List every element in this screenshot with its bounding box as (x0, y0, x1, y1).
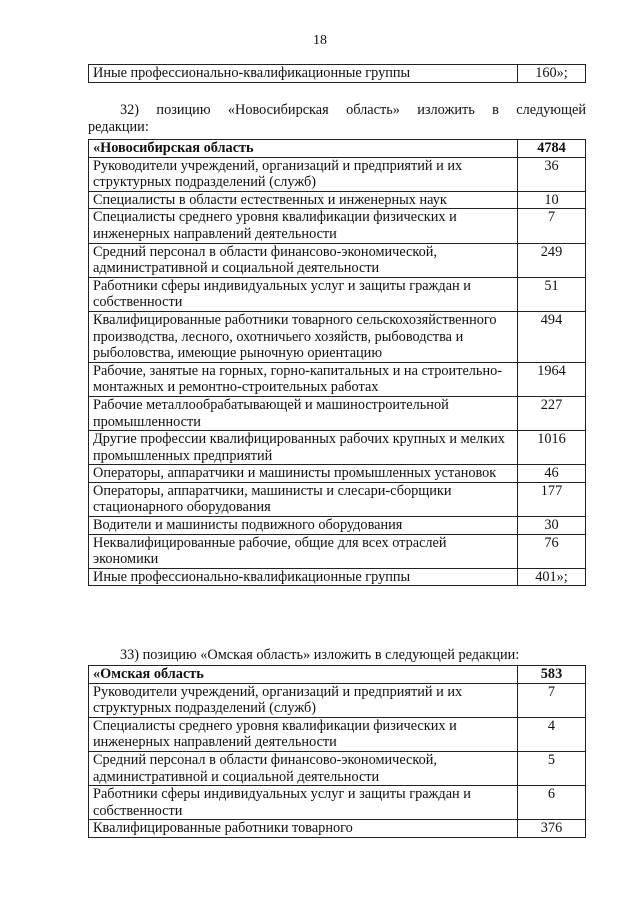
row-label: Рабочие, занятые на горных, горно-капита… (88, 361, 518, 397)
row-value: 249 (517, 242, 586, 278)
table-row: «Новосибирская область 4784 (88, 139, 586, 158)
row-value: 1016 (517, 430, 586, 466)
table-row: Квалифицированные работники товарного 376 (88, 819, 586, 838)
table-omsk: «Омская область 583 Руководители учреждени… (88, 665, 586, 838)
table-novosibirsk: «Новосибирская область 4784 Руководители у… (88, 139, 586, 587)
row-value: 4784 (517, 139, 586, 158)
row-label: Средний персонал в области финансово-эко… (88, 242, 518, 278)
row-value: 7 (517, 682, 586, 718)
row-value: 10 (517, 190, 586, 210)
row-value: 227 (517, 395, 586, 432)
paragraph-33: 33) позицию «Омская область» изложить в … (88, 647, 586, 664)
row-value: 583 (517, 665, 586, 684)
row-label: Руководители учреждений, организаций и п… (88, 682, 518, 718)
row-label: Специалисты среднего уровня квалификации… (88, 208, 518, 244)
row-value: 30 (517, 516, 586, 535)
table-row: Специалисты среднего уровня квалификации… (88, 208, 586, 244)
row-value: 401»; (517, 567, 586, 587)
row-value: 177 (517, 481, 586, 518)
row-label: «Новосибирская область (88, 139, 518, 158)
table-row: Операторы, аппаратчики, машинисты и слес… (88, 481, 586, 518)
row-label: Квалифицированные работники товарного се… (88, 310, 518, 363)
row-label: Средний персонал в области финансово-эко… (88, 750, 518, 787)
row-label: Иные профессионально-квалификационные гр… (88, 567, 518, 587)
row-value: 4 (517, 716, 586, 752)
table-row: Работники сферы индивидуальных услуг и з… (88, 276, 586, 312)
table-row: Руководители учреждений, организаций и п… (88, 682, 586, 718)
paragraph-33-text: 33) позицию «Омская область» изложить в … (120, 647, 520, 663)
table-row: «Омская область 583 (88, 665, 586, 684)
row-label: Квалифицированные работники товарного (88, 819, 518, 838)
row-value: 76 (517, 533, 586, 569)
page-number: 18 (313, 33, 327, 48)
table-previous-region: Иные профессионально-квалификационные гр… (88, 64, 586, 83)
row-value: 376 (517, 819, 586, 838)
table-row: Специалисты среднего уровня квалификации… (88, 716, 586, 752)
row-value: 5 (517, 750, 586, 787)
row-label: Операторы, аппаратчики, машинисты и слес… (88, 481, 518, 518)
table-row: Рабочие, занятые на горных, горно-капита… (88, 361, 586, 397)
table-row: Специалисты в области естественных и инж… (88, 190, 586, 210)
table-row: Иные профессионально-квалификационные гр… (88, 567, 586, 587)
row-label: Другие профессии квалифицированных рабоч… (88, 430, 518, 466)
table-row: Средний персонал в области финансово-эко… (88, 750, 586, 787)
row-value: 51 (517, 276, 586, 312)
row-value: 160»; (517, 64, 586, 83)
paragraph-32-line1: 32) позицию «Новосибирская область» изло… (120, 102, 586, 118)
table-row: Иные профессионально-квалификационные гр… (88, 64, 586, 83)
row-label: «Омская область (88, 665, 518, 684)
table-row: Руководители учреждений, организаций и п… (88, 156, 586, 192)
row-label: Рабочие металлообрабатывающей и машиност… (88, 395, 518, 432)
row-label: Водители и машинисты подвижного оборудов… (88, 516, 518, 535)
table-row: Квалифицированные работники товарного се… (88, 310, 586, 363)
row-value: 1964 (517, 361, 586, 397)
row-label: Работники сферы индивидуальных услуг и з… (88, 785, 518, 821)
row-label: Иные профессионально-квалификационные гр… (88, 64, 518, 83)
table-row: Операторы, аппаратчики и машинисты промы… (88, 464, 586, 483)
row-value: 7 (517, 208, 586, 244)
row-value: 6 (517, 785, 586, 821)
table-row: Неквалифицированные рабочие, общие для в… (88, 533, 586, 569)
table-row: Работники сферы индивидуальных услуг и з… (88, 785, 586, 821)
row-label: Специалисты в области естественных и инж… (88, 190, 518, 210)
table-row: Средний персонал в области финансово-эко… (88, 242, 586, 278)
row-value: 46 (517, 464, 586, 483)
paragraph-32-line2: редакции: (88, 118, 149, 135)
row-value: 494 (517, 310, 586, 363)
table-row: Рабочие металлообрабатывающей и машиност… (88, 395, 586, 432)
paragraph-32: 32) позицию «Новосибирская область» изло… (88, 102, 586, 135)
row-label: Неквалифицированные рабочие, общие для в… (88, 533, 518, 569)
row-label: Операторы, аппаратчики и машинисты промы… (88, 464, 518, 483)
row-label: Руководители учреждений, организаций и п… (88, 156, 518, 192)
table-row: Другие профессии квалифицированных рабоч… (88, 430, 586, 466)
row-label: Работники сферы индивидуальных услуг и з… (88, 276, 518, 312)
table-row: Водители и машинисты подвижного оборудов… (88, 516, 586, 535)
row-value: 36 (517, 156, 586, 192)
row-label: Специалисты среднего уровня квалификации… (88, 716, 518, 752)
